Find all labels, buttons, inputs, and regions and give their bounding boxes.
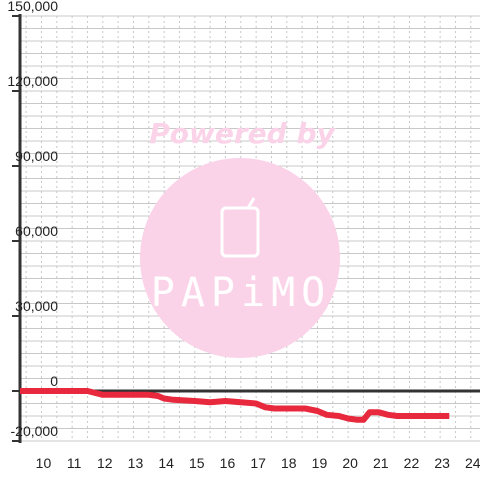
- series-line: [20, 388, 450, 423]
- x-tick-label: 13: [128, 455, 144, 471]
- x-tick-label: 21: [373, 455, 389, 471]
- x-tick-label: 10: [36, 455, 52, 471]
- watermark-logo: PAPiMO: [151, 270, 332, 316]
- y-tick-label: 150,000: [7, 0, 58, 14]
- x-tick-label: 23: [434, 455, 450, 471]
- y-tick-label: 30,000: [15, 298, 58, 314]
- x-tick-label: 14: [158, 455, 174, 471]
- x-tick-label: 19: [312, 455, 328, 471]
- x-tick-label: 18: [281, 455, 297, 471]
- x-tick-label: 16: [220, 455, 236, 471]
- y-tick-label: 120,000: [7, 73, 58, 89]
- x-tick-label: 12: [97, 455, 113, 471]
- tick-labels: -20,000 0 30,000 60,000 90,000 120,000 150,000…: [7, 0, 480, 471]
- phone-icon: [220, 197, 260, 258]
- x-tick-label: 24: [465, 455, 480, 471]
- y-tick-label: -20,000: [11, 423, 59, 439]
- y-tick-label: 0: [50, 373, 58, 389]
- x-tick-label: 20: [342, 455, 358, 471]
- y-tick-label: 90,000: [15, 148, 58, 164]
- x-tick-label: 17: [250, 455, 266, 471]
- x-tick-label: 11: [67, 455, 82, 471]
- x-tick-label: 15: [189, 455, 205, 471]
- series: [20, 388, 450, 423]
- watermark: Powered by PAPiMO: [140, 117, 340, 358]
- y-tick-label: 60,000: [15, 223, 58, 239]
- watermark-circle: [140, 158, 340, 358]
- watermark-text: Powered by: [149, 117, 336, 150]
- x-tick-label: 22: [404, 455, 420, 471]
